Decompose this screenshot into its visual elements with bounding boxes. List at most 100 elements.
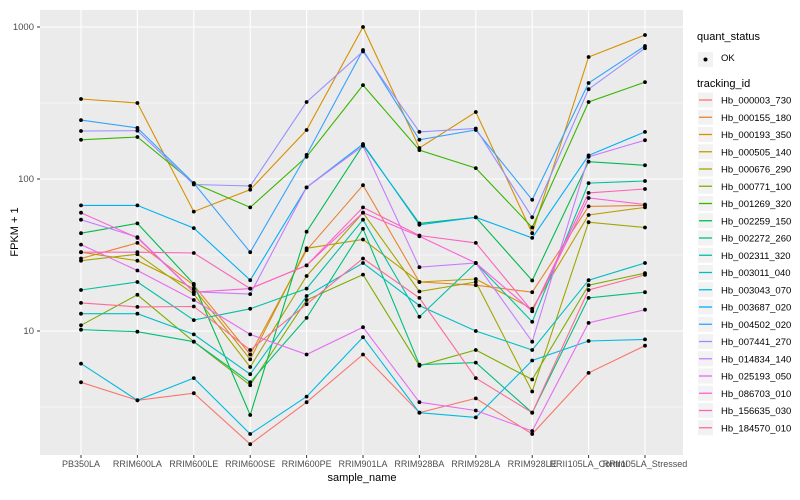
data-point <box>191 318 196 322</box>
data-point <box>361 144 365 148</box>
data-point <box>643 261 647 265</box>
data-point <box>191 332 196 337</box>
data-point <box>586 87 591 92</box>
data-point <box>191 290 196 295</box>
data-point <box>135 329 140 334</box>
x-tick-label: RRIM600LA <box>113 459 162 469</box>
data-point <box>191 339 196 344</box>
data-point <box>191 282 196 286</box>
data-point <box>361 25 365 29</box>
data-point <box>135 398 140 403</box>
data-point <box>248 250 253 255</box>
data-point <box>417 400 422 405</box>
data-point <box>135 311 140 316</box>
data-point <box>79 288 83 292</box>
data-point <box>79 361 83 366</box>
data-point <box>586 220 591 225</box>
legend-ok-point <box>703 57 708 62</box>
data-point <box>586 371 591 375</box>
data-point <box>135 280 140 284</box>
data-point <box>304 100 309 104</box>
data-point <box>304 263 309 268</box>
data-point <box>473 261 478 265</box>
y-axis-title: FPKM + 1 <box>9 207 21 257</box>
data-point <box>304 274 309 278</box>
data-point <box>248 380 253 385</box>
data-point <box>586 196 591 200</box>
data-point <box>135 250 140 255</box>
legend-title-tracking-id: tracking_id <box>697 78 751 90</box>
data-point <box>304 128 309 132</box>
data-point <box>530 429 535 433</box>
data-point <box>417 410 422 415</box>
x-tick-label: RRIM901LA <box>338 459 387 469</box>
legend-item-label: Hb_156635_030 <box>721 406 791 417</box>
data-point <box>473 280 478 284</box>
data-point <box>530 339 535 344</box>
legend-item-label: Hb_007441_270 <box>721 337 791 348</box>
data-point <box>79 137 83 142</box>
data-point <box>417 289 422 294</box>
data-point <box>530 215 535 220</box>
data-point <box>79 118 83 122</box>
data-point <box>361 256 365 261</box>
data-point <box>643 163 647 168</box>
data-point <box>248 383 253 388</box>
data-point <box>248 442 253 447</box>
legend-item-label: Hb_002259_150 <box>721 216 791 227</box>
legend-item-label: Hb_014834_140 <box>721 354 791 365</box>
data-point <box>417 280 422 284</box>
data-point <box>304 286 309 291</box>
data-point <box>304 294 309 298</box>
data-point <box>473 166 478 171</box>
data-point <box>191 376 196 380</box>
legend-item-label: Hb_003043_070 <box>721 285 791 296</box>
data-point <box>135 236 140 240</box>
data-point <box>79 323 83 328</box>
data-point <box>361 325 365 330</box>
legend-item-label: Hb_000003_730 <box>721 96 791 107</box>
data-point <box>79 380 83 385</box>
y-tick-label: 1000 <box>13 22 34 33</box>
data-point <box>79 203 83 208</box>
data-point <box>248 292 253 296</box>
data-point <box>530 389 535 394</box>
legend-item-label: Hb_001269_320 <box>721 199 791 210</box>
data-point <box>586 296 591 300</box>
data-point <box>304 400 309 405</box>
data-point <box>191 226 196 231</box>
data-point <box>135 268 140 273</box>
legend-item-label: Hb_000155_180 <box>721 113 791 124</box>
data-point <box>361 335 365 340</box>
data-point <box>135 203 140 208</box>
data-point <box>586 321 591 325</box>
data-point <box>361 183 365 188</box>
x-axis-title: sample_name <box>327 472 397 484</box>
data-point <box>586 154 591 159</box>
data-point <box>530 197 535 202</box>
data-point <box>643 290 647 295</box>
data-point <box>586 191 591 195</box>
data-point <box>135 241 140 245</box>
data-point <box>135 135 140 139</box>
legend-item-label: Hb_002272_260 <box>721 234 791 245</box>
data-point <box>417 148 422 153</box>
legend-item-label: Hb_000193_350 <box>721 130 791 141</box>
data-point <box>304 185 309 190</box>
legend-label-ok: OK <box>721 53 735 64</box>
data-point <box>248 365 253 369</box>
x-tick-label: PB350LA <box>62 459 100 469</box>
data-point <box>79 242 83 247</box>
data-point <box>586 55 591 59</box>
data-point <box>304 153 309 157</box>
data-point <box>304 394 309 399</box>
legend-item-label: Hb_000505_140 <box>721 147 791 158</box>
data-point <box>417 137 422 142</box>
data-point <box>248 205 253 210</box>
data-point <box>473 329 478 333</box>
data-point <box>530 319 535 324</box>
data-point <box>643 202 647 207</box>
data-point <box>135 128 140 133</box>
data-point <box>473 415 478 420</box>
